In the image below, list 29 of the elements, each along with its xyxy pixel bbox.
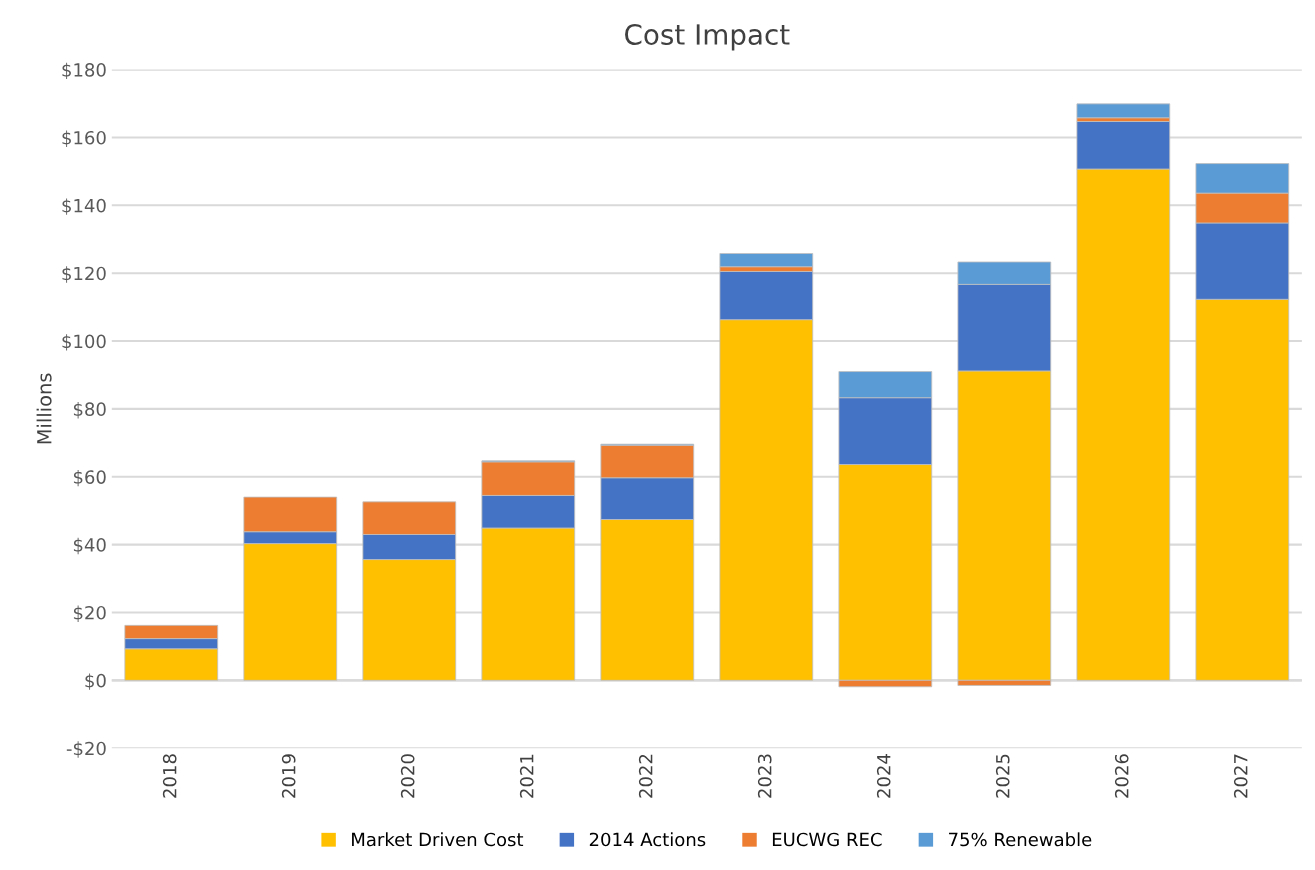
y-tick-label: $0 bbox=[85, 673, 106, 690]
y-tick-label: $120 bbox=[62, 266, 106, 283]
y-tick-label: $180 bbox=[62, 62, 106, 80]
x-tick-label: 2020 bbox=[400, 754, 415, 798]
y-tick-label: -$20 bbox=[66, 741, 106, 758]
y-tick-label: $140 bbox=[62, 198, 106, 215]
legend-label: Market Driven Cost bbox=[352, 832, 524, 847]
y-tick-label: $80 bbox=[73, 402, 106, 419]
x-tick-label: 2025 bbox=[995, 754, 1010, 798]
x-tick-label: 2027 bbox=[1233, 754, 1248, 798]
legend-label: EUCWG REC bbox=[772, 832, 882, 847]
y-tick-label: $60 bbox=[73, 469, 106, 487]
y-tick-label: $100 bbox=[62, 334, 106, 351]
y-tick-label: $20 bbox=[73, 605, 106, 622]
x-tick-label: 2024 bbox=[876, 754, 891, 798]
bar bbox=[1076, 103, 1171, 119]
x-tick-label: 2021 bbox=[519, 754, 534, 798]
legend-label: 2014 Actions bbox=[589, 832, 706, 847]
x-tick-label: 2018 bbox=[162, 754, 177, 798]
chart-title: Cost Impact bbox=[625, 23, 790, 51]
legend-label: 75% Renewable bbox=[949, 832, 1092, 847]
x-tick-label: 2022 bbox=[638, 754, 653, 798]
x-tick-label: 2023 bbox=[757, 754, 772, 798]
y-tick-label: $40 bbox=[73, 537, 106, 555]
x-tick-label: 2026 bbox=[1114, 754, 1129, 798]
y-tick-label: $160 bbox=[62, 130, 106, 147]
y-axis-title: Millions bbox=[36, 373, 52, 444]
bar bbox=[719, 253, 814, 268]
x-tick-label: 2019 bbox=[281, 754, 296, 798]
